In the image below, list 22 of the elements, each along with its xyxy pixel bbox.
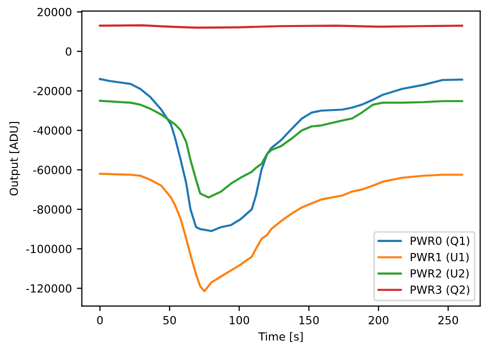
y-tick-label: 20000 [38, 8, 72, 16]
y-tick-label: 0 [66, 47, 72, 56]
line-series [98, 78, 464, 232]
x-tick-label: 100 [230, 316, 250, 324]
x-tick-label: 50 [163, 316, 176, 324]
x-tick-label: 0 [97, 316, 103, 324]
legend-label: PWR2 (U2) [410, 269, 469, 279]
y-tick-label: -20000 [33, 86, 72, 96]
legend-label: PWR3 (Q2) [410, 285, 470, 296]
x-axis-title: Time [s] [258, 332, 303, 342]
legend-label: PWR0 (Q1) [410, 236, 470, 246]
x-tick-label: 200 [368, 316, 388, 324]
y-tick-label: -40000 [33, 126, 72, 135]
legend-label: PWR1 (U1) [410, 252, 469, 263]
x-tick-label: 150 [299, 316, 319, 324]
y-tick-label: -120000 [26, 284, 72, 293]
y-tick-label: -60000 [33, 166, 72, 174]
y-tick-label: -100000 [26, 244, 72, 254]
y-tick-label: -80000 [33, 205, 72, 214]
y-axis-title: Output [ADU] [9, 122, 20, 196]
x-tick-label: 250 [438, 316, 458, 324]
line-series [98, 100, 464, 199]
